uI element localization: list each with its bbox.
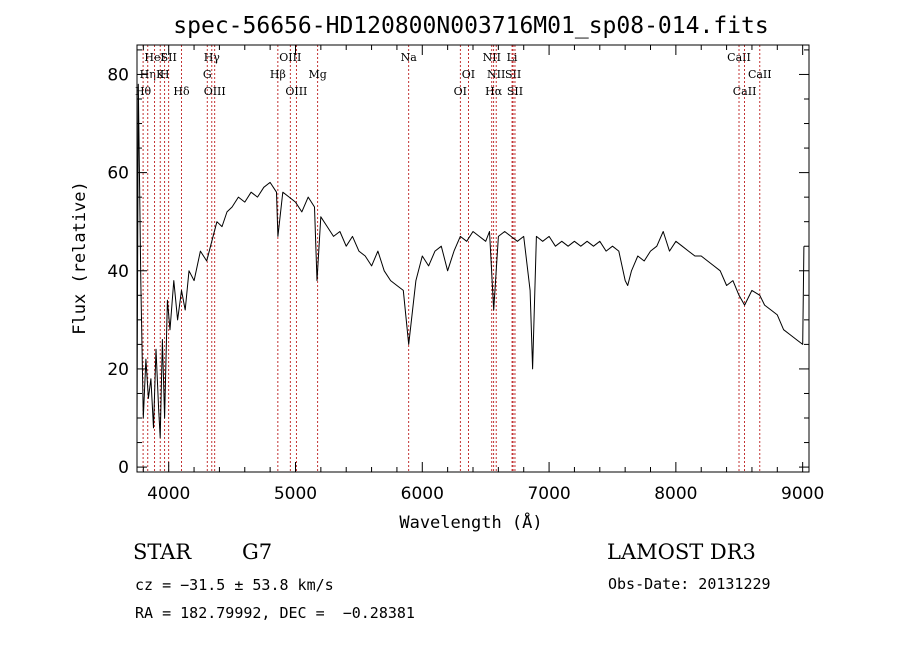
- y-tick-label-1: 20: [107, 360, 129, 380]
- object-class: STAR: [133, 540, 192, 564]
- y-axis-label: Flux (relative): [70, 181, 90, 335]
- spectrum-series: [136, 83, 805, 439]
- line-label-22: SII: [507, 85, 523, 98]
- line-label-23: CaII: [727, 51, 751, 64]
- x-tick-label-5: 9000: [781, 484, 824, 504]
- y-axis: 0 20 40 60 80: [107, 49, 809, 478]
- line-label-15: OI: [454, 85, 467, 98]
- line-label-6: Hδ: [173, 85, 190, 98]
- line-label-17: NII: [483, 51, 501, 64]
- y-tick-label-0: 0: [118, 458, 129, 478]
- line-label-14: Na: [401, 51, 418, 64]
- line-label-1: Hη: [140, 68, 156, 81]
- line-label-8: G: [203, 68, 212, 81]
- spectral-line-markers: HθHηHeIKHSIIHδHγGOIIIHβOIIIOIIIMgNaOIOIN…: [135, 45, 772, 472]
- line-label-16: OI: [462, 68, 475, 81]
- line-label-20: Li: [507, 51, 518, 64]
- line-label-11: OIII: [279, 51, 301, 64]
- plot-frame: [136, 44, 810, 473]
- survey-name: LAMOST DR3: [607, 540, 756, 564]
- y-tick-label-3: 60: [107, 164, 129, 184]
- x-axis-label: Wavelength (Å): [399, 511, 542, 533]
- redshift-readout: cz = −31.5 ± 53.8 km/s: [135, 576, 334, 594]
- coordinates-readout: RA = 182.79992, DEC = −0.28381: [135, 604, 415, 622]
- line-label-9: OIII: [204, 85, 226, 98]
- line-label-21: SII: [505, 68, 521, 81]
- line-label-4: H: [160, 68, 170, 81]
- line-label-5: SII: [161, 51, 177, 64]
- y-tick-label-2: 40: [107, 262, 129, 282]
- observation-date: Obs-Date: 20131229: [608, 575, 771, 593]
- line-label-13: Mg: [309, 68, 327, 81]
- line-label-19: Hα: [485, 85, 503, 98]
- line-label-18: NII: [487, 68, 505, 81]
- spectrum-line-0: [136, 83, 805, 439]
- line-label-10: Hβ: [270, 68, 286, 81]
- line-label-2: HeI: [144, 51, 164, 64]
- line-label-25: CaII: [748, 68, 772, 81]
- x-axis: 4000 5000 6000 7000 8000 9000: [142, 45, 824, 504]
- y-tick-label-4: 80: [107, 65, 129, 85]
- line-label-7: Hγ: [204, 51, 221, 64]
- x-tick-label-1: 5000: [274, 484, 317, 504]
- x-tick-label-3: 7000: [527, 484, 570, 504]
- line-label-24: CaII: [733, 85, 757, 98]
- line-label-3: K: [156, 68, 165, 81]
- x-tick-label-0: 4000: [147, 484, 190, 504]
- line-label-12: OIII: [285, 85, 307, 98]
- chart-title: spec-56656-HD120800N003716M01_sp08-014.f…: [173, 13, 768, 39]
- x-tick-label-2: 6000: [401, 484, 444, 504]
- object-subclass: G7: [242, 540, 273, 564]
- x-tick-label-4: 8000: [654, 484, 697, 504]
